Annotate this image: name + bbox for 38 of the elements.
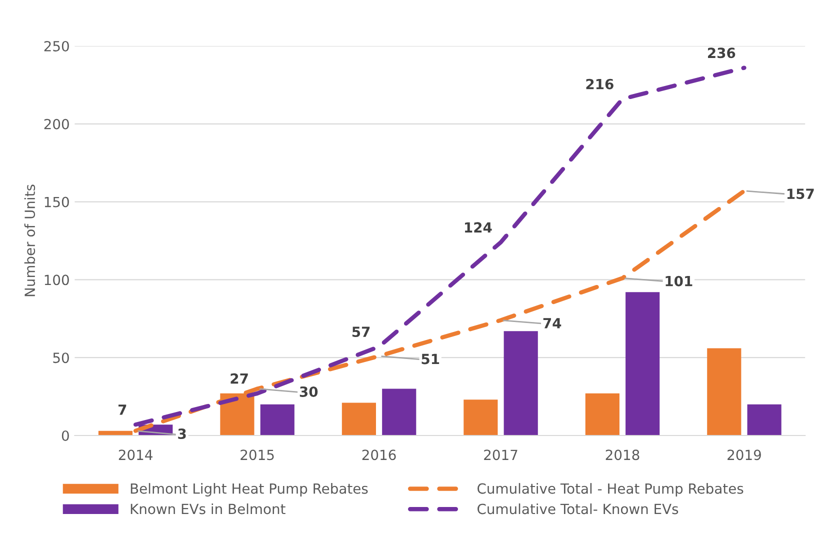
bar — [382, 388, 416, 436]
x-tick-label: 2017 — [484, 450, 518, 460]
legend-label: Cumulative Total - Heat Pump Rebates — [478, 483, 744, 497]
data-label: 216 — [586, 78, 614, 90]
bar — [504, 331, 538, 436]
y-tick-label: 150 — [44, 196, 69, 208]
data-label: 57 — [352, 326, 370, 338]
x-tick-label: 2014 — [118, 450, 152, 460]
data-label: 3 — [178, 428, 186, 440]
y-tick-label: 100 — [44, 274, 69, 286]
x-tick-label: 2015 — [240, 450, 274, 460]
data-label: 157 — [787, 188, 814, 200]
bar — [707, 348, 742, 436]
bar — [585, 393, 620, 436]
y-tick-label: 0 — [62, 430, 69, 441]
y-tick-label: 250 — [44, 40, 69, 52]
data-label: 236 — [708, 48, 736, 58]
data-label: 27 — [230, 373, 248, 384]
bar — [464, 400, 498, 436]
data-label: 124 — [465, 222, 492, 232]
legend-label: Belmont Light Heat Pump Rebates — [130, 483, 368, 497]
bar — [626, 292, 660, 436]
data-label: 101 — [666, 276, 692, 286]
data-label: 30 — [300, 386, 318, 397]
data-label: 74 — [543, 318, 562, 328]
y-tick-label: 200 — [44, 118, 69, 130]
y-tick-label: 50 — [53, 352, 69, 364]
data-label: 51 — [422, 354, 440, 364]
y-axis-title: Number of Units — [24, 184, 36, 296]
x-tick-label: 2016 — [362, 450, 396, 460]
data-label: 7 — [118, 404, 126, 415]
bar — [747, 404, 782, 436]
bar — [260, 404, 294, 436]
bar — [342, 402, 376, 436]
legend-label: Cumulative Total- Known EVs — [478, 503, 678, 514]
x-tick-label: 2018 — [606, 450, 640, 460]
x-tick-label: 2019 — [728, 450, 761, 460]
legend-label: Known EVs in Belmont — [130, 503, 286, 514]
